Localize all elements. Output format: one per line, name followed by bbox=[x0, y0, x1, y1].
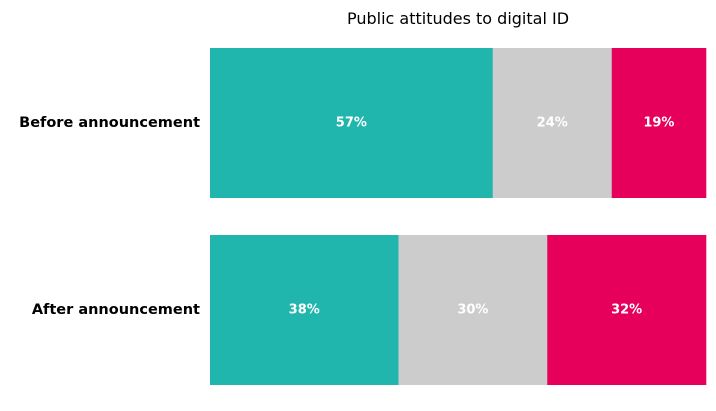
bar-segment bbox=[611, 48, 707, 198]
category-labels: Before announcement After announcement bbox=[19, 115, 200, 318]
bar-segment bbox=[398, 235, 548, 385]
data-label: 38% bbox=[289, 303, 320, 318]
bar-segment bbox=[547, 235, 707, 385]
data-label: 32% bbox=[611, 303, 642, 318]
chart-title: Public attitudes to digital ID bbox=[347, 9, 569, 28]
bar-segment bbox=[210, 48, 494, 198]
data-label: 30% bbox=[457, 303, 488, 318]
category-label: After announcement bbox=[32, 302, 200, 318]
data-label: 24% bbox=[537, 116, 568, 131]
bar-segment bbox=[492, 48, 613, 198]
bar-segment bbox=[210, 235, 399, 385]
data-label: 57% bbox=[336, 116, 367, 131]
bar-segments bbox=[210, 48, 707, 385]
data-label: 19% bbox=[643, 116, 674, 131]
category-label: Before announcement bbox=[19, 115, 200, 131]
data-labels: 57% 24% 19% 38% 30% 32% bbox=[289, 116, 675, 318]
